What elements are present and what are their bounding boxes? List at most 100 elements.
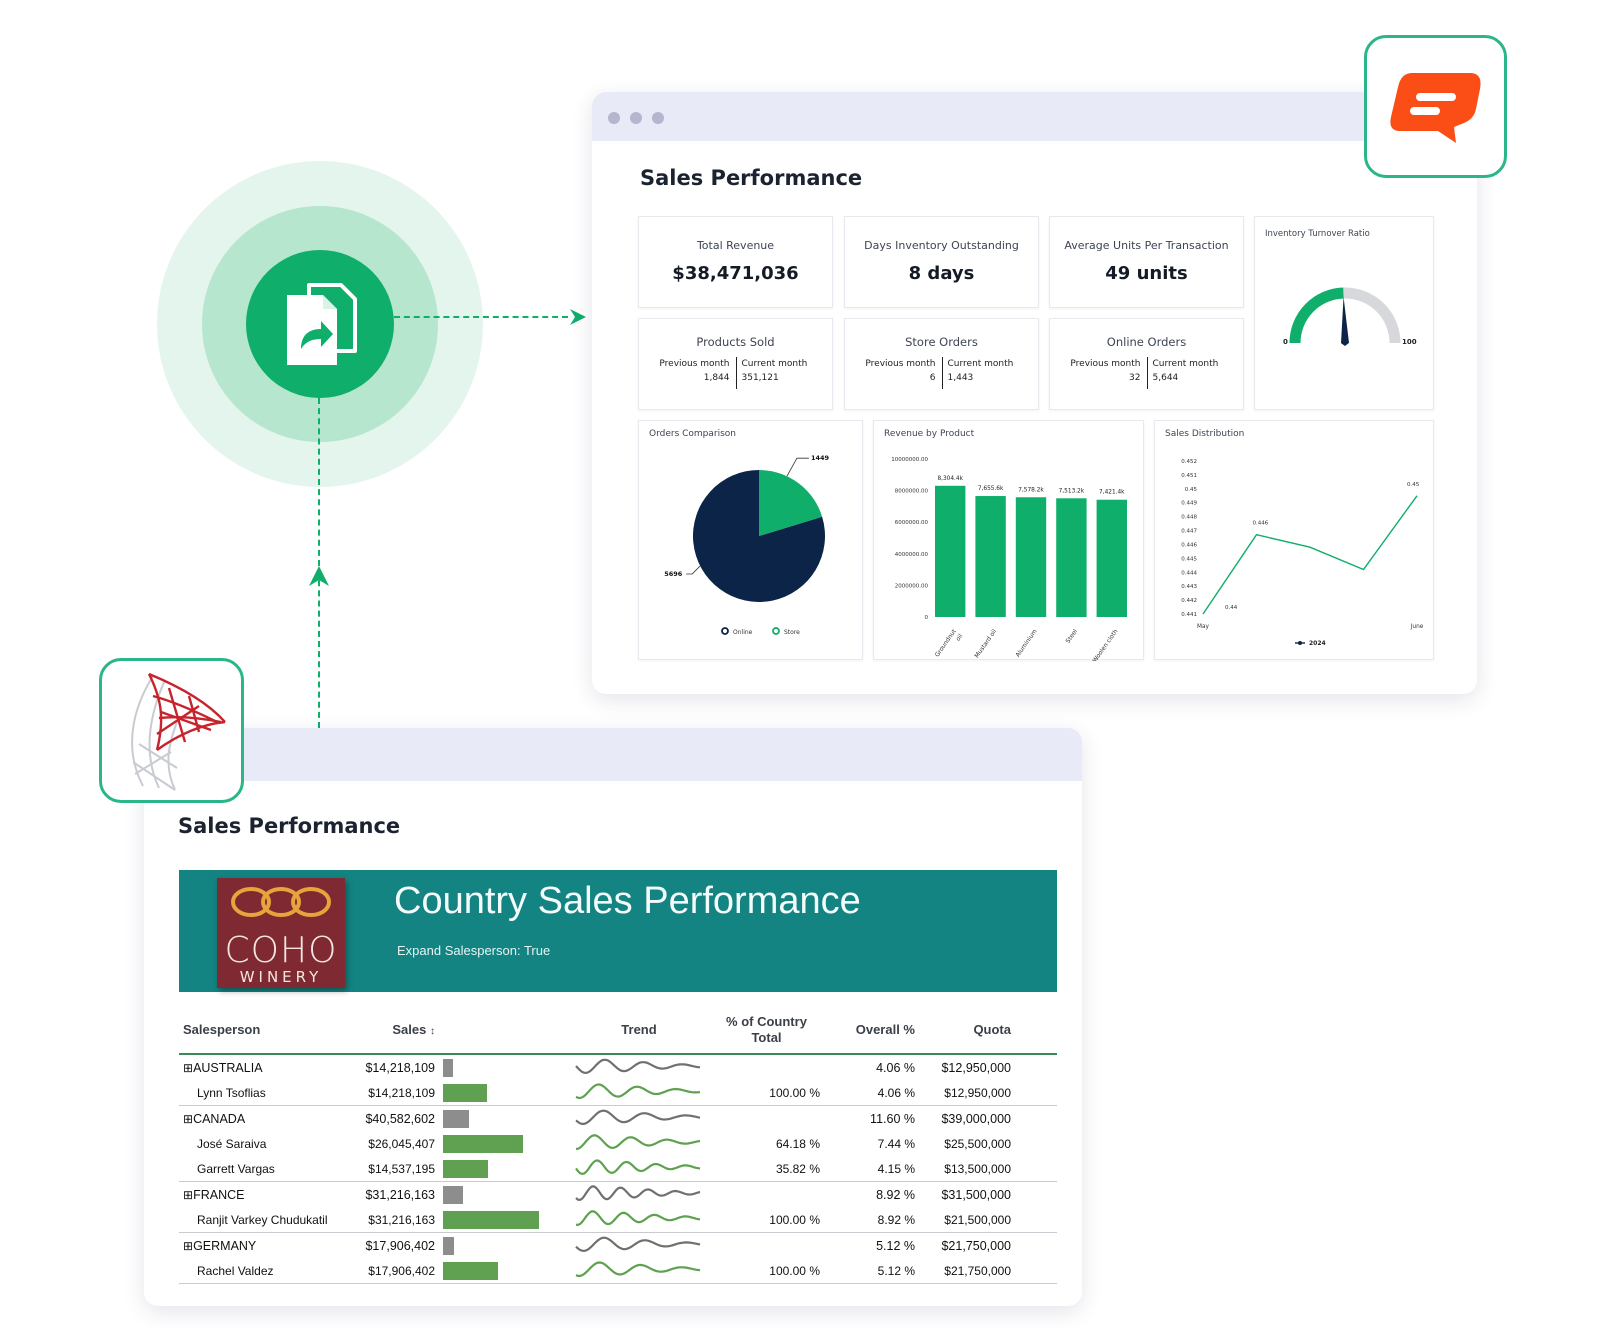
trend-cell <box>569 1258 709 1284</box>
pct-country-cell: 100.00 % <box>709 1080 824 1106</box>
kpi-card-units-per-transaction[interactable]: Average Units Per Transaction 49 units <box>1049 216 1244 308</box>
pie-chart: 1449 5696 Online Store <box>664 454 829 636</box>
legend-marker-store <box>772 627 780 635</box>
country-row[interactable]: ⊞AUSTRALIA $14,218,109 4.06 % $12,950,000 <box>179 1054 1057 1080</box>
bar <box>1015 497 1047 617</box>
sales-cell: $17,906,402 <box>349 1258 439 1284</box>
quota-cell: $21,750,000 <box>919 1258 1015 1284</box>
country-row[interactable]: ⊞CANADA $40,582,602 11.60 % $39,000,000 <box>179 1106 1057 1132</box>
legend-marker-online <box>721 627 729 635</box>
salesperson-name: José Saraiva <box>197 1136 267 1151</box>
column-header-end <box>1015 1006 1057 1055</box>
trend-sparkline <box>575 1159 701 1176</box>
column-header-sales[interactable]: Sales ↕ <box>349 1006 439 1055</box>
kpi-card-total-revenue[interactable]: Total Revenue $38,471,036 <box>638 216 833 308</box>
comparison-card-store-orders[interactable]: Store Orders Previous month 6 Current mon… <box>844 318 1039 410</box>
comparison-split: Previous month 6 Current month 1,443 <box>845 357 1038 391</box>
row-end-cell <box>1015 1258 1057 1284</box>
name-cell: ⊞FRANCE <box>179 1182 349 1208</box>
sales-bar-cell <box>439 1182 569 1208</box>
comparison-card-products-sold[interactable]: Products Sold Previous month 1,844 Curren… <box>638 318 833 410</box>
line-series-2024 <box>1202 495 1418 615</box>
gauge-fill <box>1289 287 1344 344</box>
comparison-card-online-orders[interactable]: Online Orders Previous month 32 Current m… <box>1049 318 1244 410</box>
kpi-card-days-inventory[interactable]: Days Inventory Outstanding 8 days <box>844 216 1039 308</box>
pct-country-cell: 64.18 % <box>775 1136 820 1151</box>
comparison-split: Previous month 32 Current month 5,644 <box>1050 357 1243 391</box>
curr-label: Current month <box>1152 359 1219 369</box>
file-migrate-icon <box>246 250 394 398</box>
row-end-cell <box>1015 1131 1057 1156</box>
logo-sub-text: WINERY <box>239 968 323 986</box>
country-name: GERMANY <box>193 1238 257 1253</box>
trend-cell <box>569 1054 709 1080</box>
row-end-cell <box>1015 1207 1057 1233</box>
trend-sparkline <box>575 1185 701 1202</box>
x-tick-label: Mustard oil <box>973 628 998 659</box>
gauge-card-inventory-turnover[interactable]: Inventory Turnover Ratio 0 100 <box>1254 216 1434 410</box>
pct-country-cell <box>709 1054 824 1080</box>
trend-cell <box>569 1207 709 1233</box>
country-row[interactable]: ⊞GERMANY $17,906,402 5.12 % $21,750,000 <box>179 1233 1057 1259</box>
sparkline-path <box>575 1185 701 1202</box>
kpi-value: $38,471,036 <box>672 263 799 284</box>
row-end-cell <box>1015 1233 1057 1259</box>
sales-cell: $14,218,109 <box>349 1080 439 1106</box>
quota-cell: $21,750,000 <box>941 1238 1011 1253</box>
bar <box>975 496 1006 617</box>
y-tick-label: 0.446 <box>1181 542 1197 548</box>
x-tick-label: June <box>1410 624 1424 630</box>
boldbi-logo-badge <box>1364 35 1507 178</box>
revenue-by-product-card[interactable]: Revenue by Product 10000000.00 8000000.00… <box>873 420 1144 661</box>
expand-toggle-icon[interactable]: ⊞ <box>183 1238 194 1253</box>
row-end-cell <box>1015 1182 1057 1208</box>
orders-comparison-card[interactable]: Orders Comparison 1449 5696 Online Store <box>638 420 863 660</box>
trend-sparkline <box>575 1134 701 1151</box>
sparkline-path <box>575 1159 701 1176</box>
column-header-quota: Quota <box>919 1006 1015 1055</box>
y-tick-label: 6000000.00 <box>895 520 929 526</box>
sparkline-path <box>575 1134 701 1151</box>
overall-pct-cell: 8.92 % <box>824 1207 919 1233</box>
name-cell: Ranjit Varkey Chudukatil <box>179 1207 349 1233</box>
salesperson-name: Ranjit Varkey Chudukatil <box>197 1212 328 1227</box>
flow-line-vertical <box>318 398 320 728</box>
report-page-title: Sales Performance <box>178 814 401 838</box>
country-row[interactable]: ⊞FRANCE $31,216,163 8.92 % $31,500,000 <box>179 1182 1057 1208</box>
y-tick-label: 2000000.00 <box>895 583 929 589</box>
sales-cell: $14,537,195 <box>349 1156 439 1182</box>
quota-cell: $13,500,000 <box>919 1156 1015 1182</box>
quota-cell: $25,500,000 <box>944 1136 1011 1151</box>
chart-title: Revenue by Product <box>884 429 975 439</box>
row-end-cell <box>1015 1080 1057 1106</box>
sort-icon[interactable]: ↕ <box>430 1026 435 1037</box>
column-header-salesperson: Salesperson <box>179 1006 349 1055</box>
trend-sparkline <box>575 1058 701 1075</box>
trend-sparkline <box>575 1261 701 1277</box>
coho-rings-icon <box>231 887 331 917</box>
expand-toggle-icon[interactable]: ⊞ <box>183 1060 194 1075</box>
salesperson-row: Garrett Vargas $14,537,195 35.82 % 4.15 % $1… <box>179 1156 1057 1182</box>
bar-value-label: 7,421.4k <box>1099 490 1125 496</box>
y-tick-label: 0.452 <box>1181 459 1197 465</box>
kpi-label: Total Revenue <box>696 239 775 252</box>
pie-leader-line <box>786 457 809 477</box>
expand-toggle-icon[interactable]: ⊞ <box>183 1187 194 1202</box>
y-tick-label: 0.443 <box>1181 584 1197 590</box>
flow-line-horizontal <box>394 316 568 318</box>
trend-sparkline <box>575 1210 701 1227</box>
sales-data-bar <box>443 1083 487 1102</box>
y-tick-label: 0.444 <box>1181 570 1197 576</box>
y-tick-label: 0.442 <box>1181 598 1197 604</box>
sales-distribution-card[interactable]: Sales Distribution 0.452 0.451 0.45 0.449 0.… <box>1154 420 1434 660</box>
sales-data-bar <box>443 1134 523 1153</box>
country-name: CANADA <box>193 1111 246 1126</box>
column-header-overall: Overall % <box>824 1006 919 1055</box>
trend-sparkline <box>575 1109 701 1125</box>
sql-server-logo-badge <box>99 658 244 803</box>
y-tick-label: 0.445 <box>1181 556 1197 562</box>
y-tick-label: 10000000.00 <box>891 457 928 463</box>
expand-toggle-icon[interactable]: ⊞ <box>183 1111 194 1126</box>
name-cell: ⊞CANADA <box>179 1106 349 1132</box>
sales-bar-cell <box>439 1233 569 1259</box>
